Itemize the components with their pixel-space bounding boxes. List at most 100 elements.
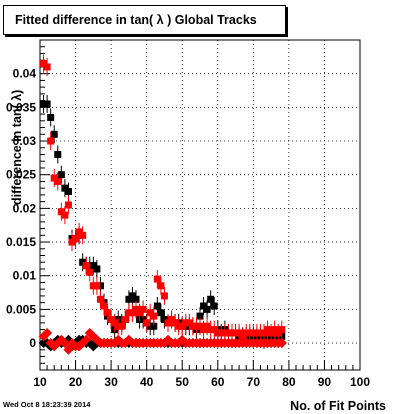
data-point-square [256,329,264,337]
data-point-square [242,329,250,337]
x-tick-label: 100 [350,375,370,389]
data-point-square [228,329,236,337]
data-point-square [146,309,154,317]
data-point-square [253,329,261,337]
data-point-square [61,184,69,192]
data-point-square [128,292,136,300]
data-point-square [82,262,90,270]
data-point-square [214,329,222,337]
data-point-square [114,322,122,330]
data-point-square [139,315,147,323]
y-tick-label: 0.03 [13,134,37,148]
data-point-square [111,319,119,327]
data-point-square [72,235,80,243]
data-point-square [104,309,112,317]
data-point-square [185,319,193,327]
data-point-square [274,329,282,337]
data-point-square [150,322,158,330]
data-point-square [153,275,161,283]
y-tick-label: 0.04 [13,67,37,81]
y-tick-label: 0.025 [6,168,36,182]
data-point-square [207,326,215,334]
data-point-square [200,326,208,334]
data-point-square [196,312,204,320]
data-point-square [178,322,186,330]
data-point-square [271,326,279,334]
data-point-square [86,268,94,276]
data-point-square [210,326,218,334]
data-point-square [64,201,72,209]
data-point-square [192,322,200,330]
data-point-square [57,208,65,216]
x-tick-label: 90 [318,375,332,389]
data-point-square [139,305,147,313]
data-point-square [171,319,179,327]
data-point-square [68,238,76,246]
data-point-square [125,295,133,303]
data-point-square [118,322,126,330]
y-tick-label: 0.015 [6,235,36,249]
data-point-square [210,302,218,310]
data-point-square [200,302,208,310]
data-point-square [175,322,183,330]
data-point-square [89,262,97,270]
data-point-square [260,329,268,337]
data-point-square [132,305,140,313]
data-point-square [75,228,83,236]
y-axis-label: difference in tan( λ) [10,90,24,205]
data-point-square [157,309,165,317]
data-point-square [96,282,104,290]
data-point-square [239,332,247,340]
data-point-square [50,130,58,138]
x-tick-label: 20 [69,375,83,389]
data-point-square [43,100,51,108]
data-point-square [100,302,108,310]
data-point-square [136,309,144,317]
x-tick-label: 30 [104,375,118,389]
x-tick-label: 70 [247,375,261,389]
data-point-square [96,295,104,303]
data-point-square [182,319,190,327]
timestamp: Wed Oct 8 18:23:39 2014 [3,400,91,409]
data-marks [38,54,287,355]
y-tick-label: 0.01 [13,269,37,283]
chart-title: Fitted difference in tan( λ ) Global Tra… [15,13,257,27]
axes: 10 20 30 40 50 60 70 80 90 100 0 0.005 0.01 0.015 0.02… [6,46,370,389]
data-point-square [54,150,62,158]
data-point-square [160,292,168,300]
data-point-square [47,137,55,145]
x-axis-label: No. of Fit Points [290,399,386,413]
data-point-square [64,188,72,196]
data-point-square [54,177,62,185]
y-tick-label: 0.035 [6,100,36,114]
data-point-square [246,329,254,337]
data-point-square [232,329,240,337]
y-tick-label: 0.005 [6,302,36,316]
x-tick-label: 60 [211,375,225,389]
data-point-square [249,329,257,337]
data-point-square [164,319,172,327]
data-point-square [79,231,87,239]
data-point-square [157,282,165,290]
data-point-square [153,302,161,310]
data-point-square [93,265,101,273]
data-point-square [143,319,151,327]
data-point-square [61,211,69,219]
data-point-diamond [276,338,287,349]
data-point-square [207,295,215,303]
data-point-square [79,258,87,266]
data-point-square [203,305,211,313]
data-point-square [89,282,97,290]
data-point-square [150,312,158,320]
data-point-square [93,282,101,290]
data-point-square [107,315,115,323]
data-point-square [146,322,154,330]
data-point-square [121,315,129,323]
data-point-square [264,326,272,334]
data-point-diamond [56,334,67,345]
data-point-square [40,60,48,68]
y-tick-label: 0 [29,336,36,350]
data-point-square [128,309,136,317]
x-tick-label: 80 [282,375,296,389]
